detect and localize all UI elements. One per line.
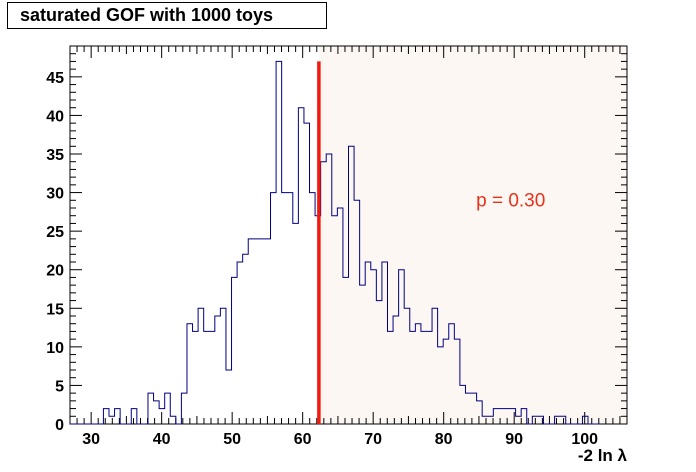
plot-frame [69,45,628,425]
y-tick-label: 25 [46,224,64,241]
x-tick-label: 70 [364,431,382,448]
y-tick-label: 15 [46,301,64,318]
y-tick-label: 10 [46,340,64,357]
y-tick-label: 0 [55,417,64,434]
x-tick-label: 90 [505,431,523,448]
y-tick-label: 40 [46,108,64,125]
x-tick-label: 100 [571,431,598,448]
x-axis: 30 40 50 60 70 80 90 100 [76,46,621,448]
y-axis: 0 5 10 15 20 25 30 35 40 45 [46,53,627,434]
y-tick-label: 5 [55,378,64,395]
p-value-annotation: p = 0.30 [476,190,545,211]
x-tick-label: 30 [82,431,100,448]
x-tick-label: 40 [153,431,171,448]
x-tick-label: 80 [435,431,453,448]
y-tick-label: 45 [46,70,64,87]
pvalue-shaded-region [318,46,627,424]
chart-title: saturated GOF with 1000 toys [7,2,327,29]
y-tick-label: 35 [46,147,64,164]
x-tick-label: 60 [294,431,312,448]
y-tick-label: 20 [46,263,64,280]
histogram-line [70,60,600,425]
x-tick-label: 50 [223,431,241,448]
x-axis-label: -2 ln λ [578,446,628,465]
y-tick-label: 30 [46,186,64,203]
